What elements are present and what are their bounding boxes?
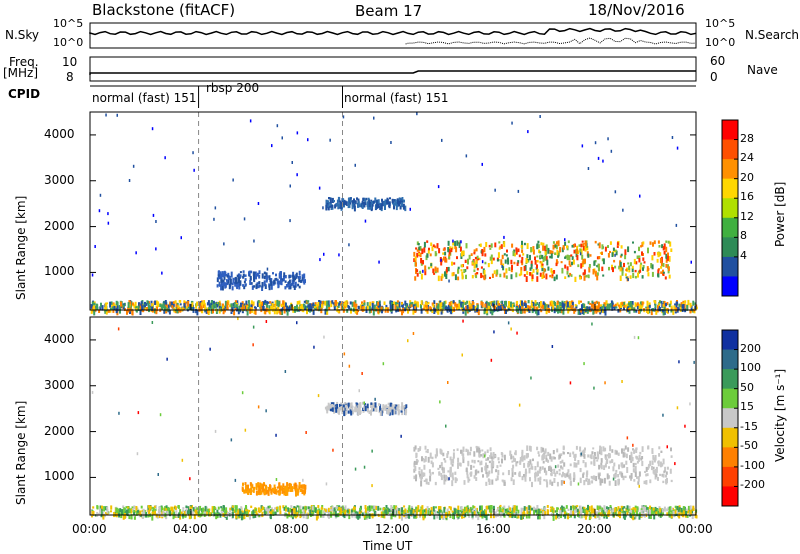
ytick-label-1-0: 1000 [44,469,75,484]
xtick-label-1: 04:00 [173,522,208,536]
power-colorbar-label-4: 12 [740,209,754,223]
freq-panel [89,56,697,82]
nsearch-tick-high: 10^5 [705,17,736,30]
xtick-label-6: 00:00 [678,522,713,536]
power-colorbar-swatch-2 [722,159,738,180]
power-colorbar-swatch-3 [722,178,738,199]
feature-0-1 [325,196,407,212]
velocity-colorbar-label: Velocity [m s⁻¹] [773,368,787,462]
power-colorbar-label-3: 16 [740,190,754,204]
power-colorbar-swatch-0 [722,120,738,141]
cpid-label-1: rbsp 200 [206,81,260,95]
velocity-colorbar-swatch-3 [722,388,738,409]
velocity-colorbar [721,329,739,507]
ylabel-velocity: Slant Range [km] [14,400,28,505]
ytick-label-0-1: 2000 [44,218,75,233]
feature-0-2 [216,270,306,291]
power-colorbar-swatch-1 [722,139,738,160]
freq-line [89,70,696,75]
nsky-panel [89,22,697,49]
nsky-tick-high: 10^5 [53,17,84,30]
power-colorbar [721,119,739,297]
velocity-colorbar-swatch-6 [722,447,738,468]
velocity-colorbar-swatch-8 [722,486,738,507]
power-colorbar-label: Power [dB] [773,181,787,247]
velocity-colorbar-label-0: 200 [740,341,761,355]
ytick-label-0-0: 1000 [44,264,75,279]
velocity-colorbar-swatch-1 [722,349,738,370]
power-panel [89,111,697,311]
nsearch-tick-low: 10^0 [705,36,736,49]
xlabel: Time UT [363,539,413,553]
ytick-label-1-3: 4000 [44,331,75,346]
beam-label: Beam 17 [355,2,423,20]
power-colorbar-border [721,119,739,297]
cpid-label-0: normal (fast) 151 [92,91,197,105]
velocity-colorbar-label-7: -200 [740,478,765,492]
nsky-label: N.Sky [5,28,40,42]
xtick-label-3: 12:00 [375,522,410,536]
velocity-colorbar-swatch-4 [722,408,738,429]
power-colorbar-label-5: 8 [740,229,747,243]
panel-border-0 [89,111,697,311]
ytick-label-1-1: 2000 [44,423,75,438]
ytick-label-0-2: 3000 [44,172,75,187]
ytick-label-0-3: 4000 [44,126,75,141]
velocity-colorbar-swatch-5 [722,427,738,448]
feature-0-0 [413,240,673,282]
velocity-colorbar-label-2: 50 [740,380,754,394]
power-colorbar-swatch-7 [722,256,738,277]
cpid-label-2: normal (fast) 151 [344,91,449,105]
ylabel-power: Slant Range [km] [14,195,28,300]
velocity-colorbar-label-3: 15 [740,400,754,414]
power-colorbar-label-2: 20 [740,170,754,184]
power-colorbar-label-1: 24 [740,151,754,165]
velocity-panel [89,316,697,516]
freq-tick-low: 8 [66,70,74,84]
velocity-colorbar-label-5: -50 [740,439,758,453]
power-colorbar-swatch-5 [722,217,738,238]
nsky-line [89,27,697,36]
velocity-colorbar-swatch-0 [722,330,738,351]
velocity-colorbar-border [721,329,739,507]
power-colorbar-swatch-8 [722,276,738,297]
power-colorbar-swatch-4 [722,198,738,219]
xtick-label-0: 00:00 [72,522,107,536]
power-colorbar-label-6: 4 [740,248,747,262]
xtick-label-2: 08:00 [274,522,309,536]
velocity-colorbar-label-6: -100 [740,458,765,472]
scatter-0 [91,112,692,283]
feature-1-2 [241,482,307,497]
ytick-label-1-2: 3000 [44,377,75,392]
mhz-label: [MHz] [3,66,39,80]
site-title: Blackstone (fitACF) [92,1,236,19]
nave-tick-high: 60 [710,54,726,68]
nave-label: Nave [747,63,778,77]
date-label: 18/Nov/2016 [588,1,685,19]
feature-1-0 [413,445,673,488]
freq-tick-high: 10 [62,55,78,69]
nsearch-line [405,37,697,45]
panel-border-1 [89,316,697,516]
velocity-colorbar-swatch-7 [722,466,738,487]
feature-1-1 [324,401,408,417]
xtick-label-5: 20:00 [577,522,612,536]
nave-tick-low: 0 [710,70,718,84]
scatter-1 [91,317,695,488]
xtick-label-4: 16:00 [476,522,511,536]
power-colorbar-label-0: 28 [740,131,754,145]
cpid-label: CPID [8,87,41,101]
velocity-colorbar-label-4: -15 [740,419,758,433]
freq-label: Freq. [9,55,39,69]
nsky-tick-low: 10^0 [53,36,84,49]
nsearch-label: N.Search [745,28,800,42]
velocity-colorbar-swatch-2 [722,369,738,390]
power-colorbar-swatch-6 [722,237,738,258]
velocity-colorbar-label-1: 100 [740,361,761,375]
